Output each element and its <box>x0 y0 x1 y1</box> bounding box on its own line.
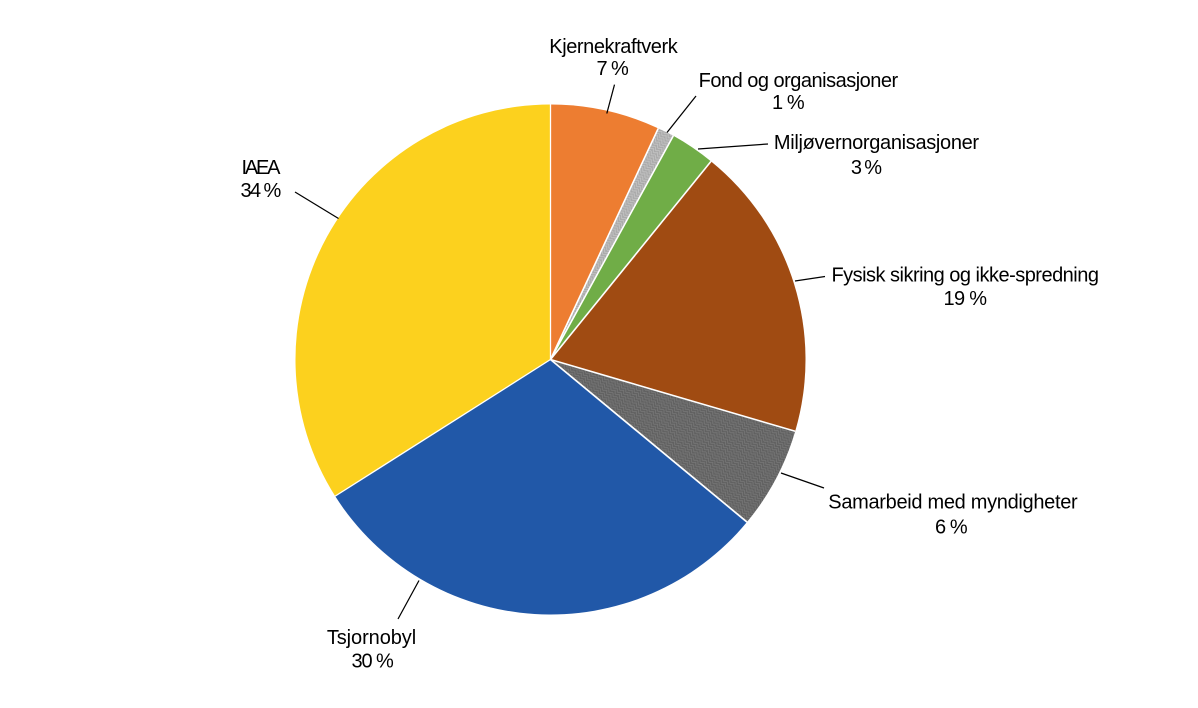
svg-text:3 %: 3 % <box>851 157 882 179</box>
svg-text:7 %: 7 % <box>596 58 629 80</box>
svg-text:Samarbeid med myndigheter: Samarbeid med myndigheter <box>828 492 1078 514</box>
svg-text:Tsjornobyl: Tsjornobyl <box>327 627 416 649</box>
svg-text:34 %: 34 % <box>241 180 282 202</box>
svg-text:1 %: 1 % <box>772 92 805 114</box>
svg-text:30 %: 30 % <box>351 651 394 673</box>
svg-text:19 %: 19 % <box>944 288 988 310</box>
svg-text:Miljøvernorganisasjoner: Miljøvernorganisasjoner <box>774 132 980 154</box>
svg-text:Kjernekraftverk: Kjernekraftverk <box>549 36 678 58</box>
svg-text:6 %: 6 % <box>935 517 968 539</box>
svg-text:Fond og organisasjoner: Fond og organisasjoner <box>699 70 899 92</box>
svg-text:IAEA: IAEA <box>242 157 282 179</box>
svg-text:Fysisk sikring og ikke-spredni: Fysisk sikring og ikke-spredning <box>831 264 1098 286</box>
